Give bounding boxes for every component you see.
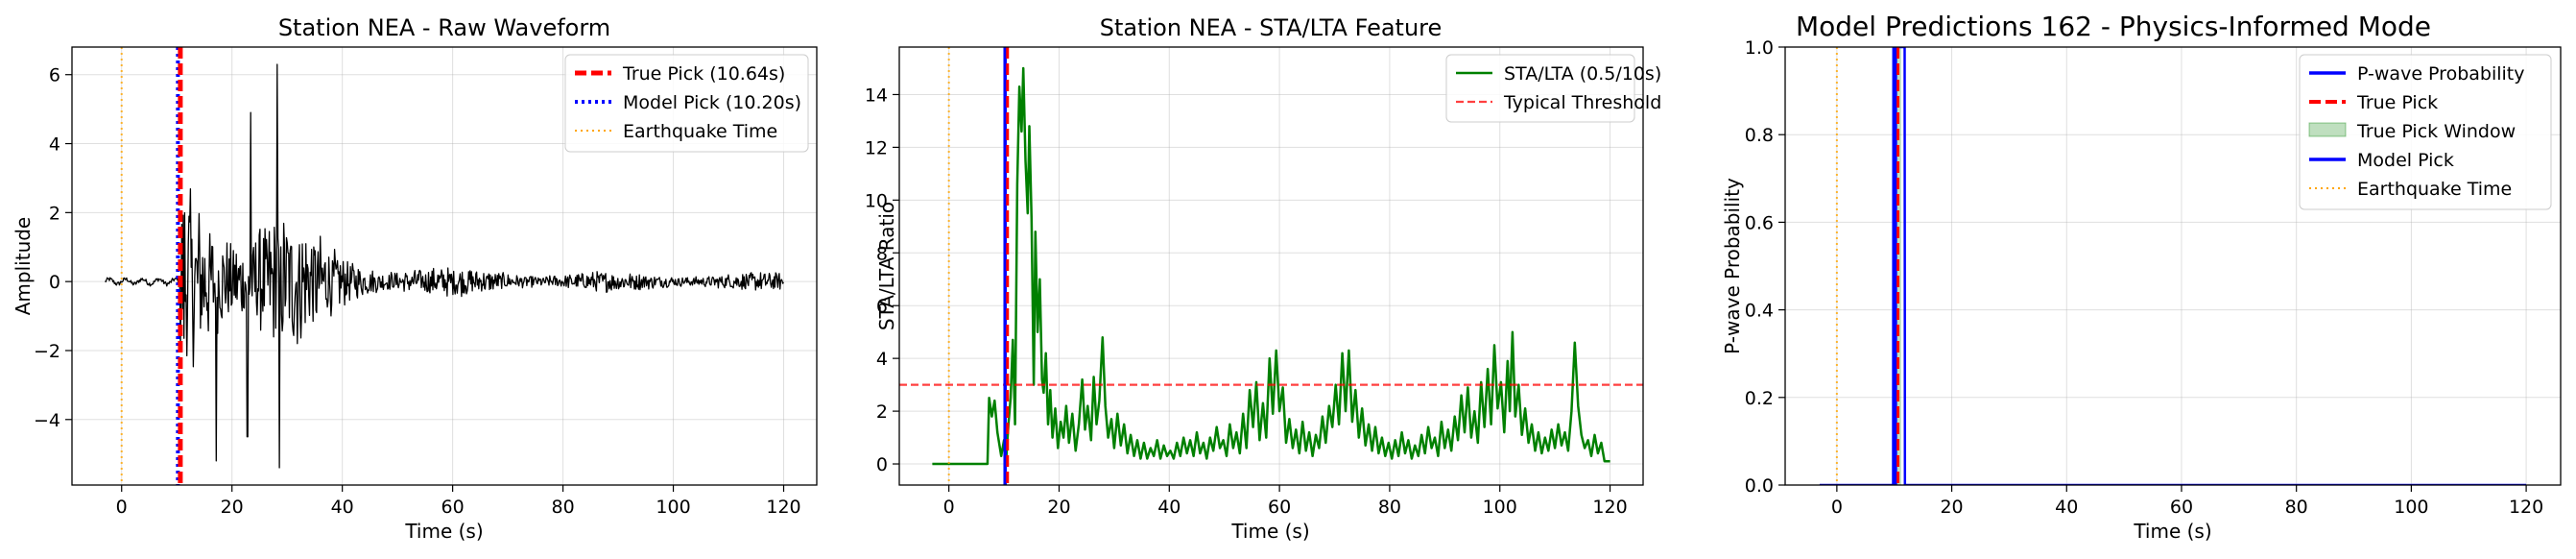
waveform-subplot: Station NEA - Raw Waveform 0 20 40 60 80 100 1… (12, 14, 818, 543)
waveform-legend-box (564, 54, 809, 153)
waveform-plot-area (104, 47, 784, 485)
prediction-xtick-label: 40 (2055, 497, 2078, 518)
waveform-xtick-label: 20 (221, 497, 244, 518)
stalta-ytick-label: 8 (876, 243, 888, 264)
stalta-ylabel: STA/LTA Ratio (875, 202, 898, 330)
prediction-legend-window: True Pick Window (2356, 121, 2516, 142)
stalta-plot-area (899, 47, 1643, 485)
waveform-xtick-label: 0 (116, 497, 128, 518)
waveform-legend-model-pick: Model Pick (10.20s) (623, 92, 801, 113)
waveform-axes-frame (71, 46, 818, 486)
stalta-legend-threshold: Typical Threshold (1503, 92, 1661, 113)
prediction-plot-area (1819, 47, 2527, 485)
waveform-xtick-label: 120 (766, 497, 800, 518)
stalta-title: Station NEA - STA/LTA Feature (1100, 14, 1443, 41)
prediction-ylabel: P-wave Probability (1721, 178, 1744, 354)
prediction-ytick-label: 0.8 (1745, 125, 1774, 146)
stalta-legend: STA/LTA (0.5/10s) Typical Threshold (1445, 54, 1661, 123)
prediction-ytick-label: 0.2 (1745, 388, 1774, 409)
waveform-ytick-label: −4 (34, 410, 60, 431)
stalta-ytick-label: 2 (876, 401, 888, 423)
prediction-ytick-label: 0.6 (1745, 212, 1774, 233)
waveform-legend: True Pick (10.64s) Model Pick (10.20s) E… (564, 54, 809, 153)
stalta-xtick-label: 20 (1047, 497, 1070, 518)
prediction-ticks: 0 20 40 60 80 100 120 0.0 0.2 0.4 0.6 0.8 1.0 (1745, 37, 2543, 518)
prediction-xtick-label: 100 (2394, 497, 2428, 518)
waveform-legend-true-pick: True Pick (10.64s) (622, 63, 785, 85)
stalta-ytick-label: 0 (876, 454, 888, 475)
prediction-legend-window-swatch (2308, 122, 2347, 137)
stalta-xtick-label: 60 (1268, 497, 1291, 518)
stalta-xtick-label: 100 (1483, 497, 1517, 518)
prediction-xlabel: Time (s) (2133, 520, 2211, 543)
prediction-legend-model-pick: Model Pick (2357, 150, 2454, 171)
waveform-ytick-label: 6 (49, 65, 60, 86)
stalta-xlabel: Time (s) (1230, 520, 1309, 543)
waveform-ylabel: Amplitude (12, 217, 35, 316)
prediction-xtick-label: 20 (1940, 497, 1963, 518)
waveform-ytick-label: 4 (49, 134, 60, 156)
stalta-ytick-label: 14 (865, 85, 888, 106)
stalta-subplot: Station NEA - STA/LTA Feature 0 20 40 60 80 1… (865, 14, 1661, 543)
prediction-xtick-label: 60 (2170, 497, 2193, 518)
stalta-ytick-label: 4 (876, 349, 888, 370)
prediction-subplot: Model Predictions 162 - Physics-Informed… (1721, 11, 2562, 543)
waveform-title: Station NEA - Raw Waveform (278, 14, 610, 41)
stalta-xtick-label: 40 (1157, 497, 1181, 518)
prediction-legend-true-pick: True Pick (2356, 92, 2438, 113)
prediction-legend: P-wave Probability True Pick True Pick W… (2299, 54, 2552, 210)
stalta-legend-box (1445, 54, 1635, 123)
stalta-ytick-label: 6 (876, 296, 888, 317)
waveform-xlabel: Time (s) (404, 520, 483, 543)
stalta-ytick-label: 12 (865, 137, 888, 158)
waveform-xtick-label: 60 (441, 497, 465, 518)
prediction-legend-prob: P-wave Probability (2357, 63, 2525, 85)
stalta-ytick-label: 10 (865, 190, 888, 211)
waveform-ticks: 0 20 40 60 80 100 120 −4 −2 0 2 4 6 (34, 65, 801, 518)
stalta-xtick-label: 80 (1378, 497, 1401, 518)
waveform-ytick-label: −2 (34, 341, 60, 362)
stalta-ticks: 0 20 40 60 80 100 120 0 2 4 6 8 10 12 14 (865, 85, 1628, 518)
waveform-xtick-label: 40 (331, 497, 354, 518)
stalta-series-line (932, 66, 1610, 466)
waveform-series-line (104, 63, 784, 469)
prediction-xtick-label: 80 (2285, 497, 2308, 518)
prediction-xtick-label: 120 (2509, 497, 2543, 518)
stalta-axes-frame (898, 46, 1644, 486)
prediction-xtick-label: 0 (1831, 497, 1843, 518)
prediction-legend-eq-time: Earthquake Time (2357, 179, 2512, 200)
prediction-ytick-label: 0.4 (1745, 301, 1774, 322)
prediction-title: Model Predictions 162 - Physics-Informed… (1796, 11, 2431, 42)
waveform-xtick-label: 100 (656, 497, 690, 518)
prediction-axes-frame (1784, 46, 2562, 486)
prediction-ytick-label: 1.0 (1745, 37, 1774, 59)
waveform-ytick-label: 0 (49, 272, 60, 293)
stalta-legend-series: STA/LTA (0.5/10s) (1504, 63, 1661, 85)
waveform-xtick-label: 80 (551, 497, 574, 518)
stalta-xtick-label: 0 (943, 497, 955, 518)
stalta-xtick-label: 120 (1592, 497, 1627, 518)
waveform-legend-eq-time: Earthquake Time (623, 121, 777, 142)
prediction-legend-box (2299, 54, 2552, 210)
prediction-ytick-label: 0.0 (1745, 475, 1774, 497)
waveform-ytick-label: 2 (49, 203, 60, 224)
